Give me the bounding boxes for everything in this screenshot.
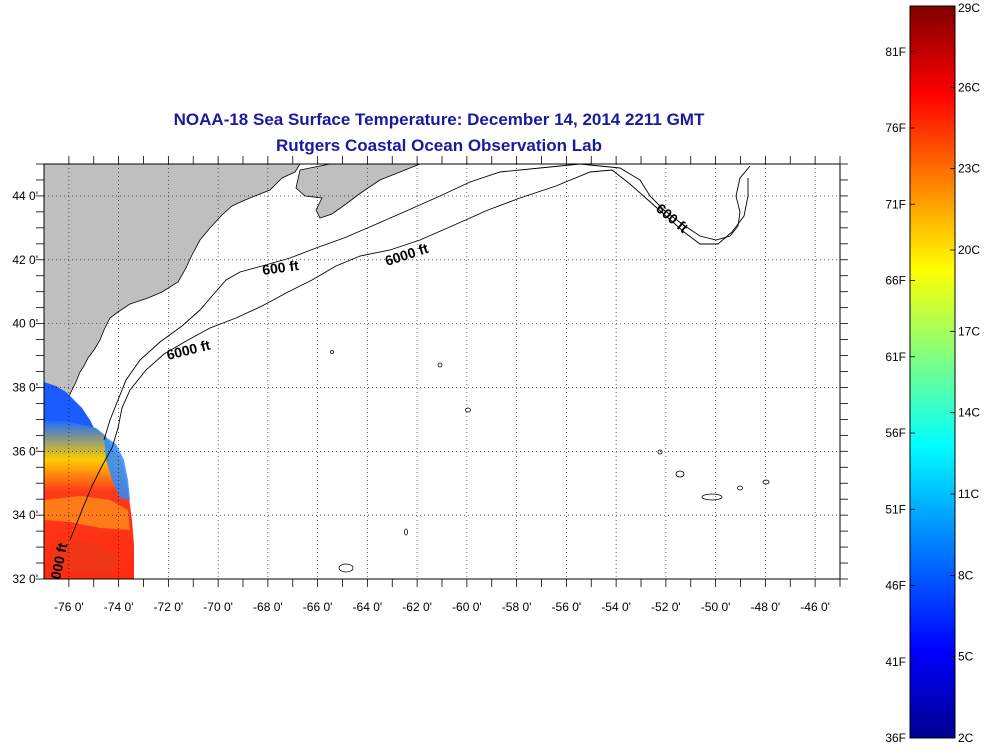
colorbar-celsius-label: 23C xyxy=(958,162,980,176)
lon-tick-label: -76 0' xyxy=(54,600,84,614)
lon-tick-label: -58 0' xyxy=(502,600,532,614)
land-nova-scotia xyxy=(295,164,421,219)
colorbar-celsius-label: 14C xyxy=(958,406,980,420)
lon-tick-label: -56 0' xyxy=(552,600,582,614)
colorbar-fahrenheit-label: 61F xyxy=(885,350,906,364)
lon-tick-label: -54 0' xyxy=(601,600,631,614)
colorbar-celsius-label: 20C xyxy=(958,243,980,257)
lon-tick-label: -72 0' xyxy=(154,600,184,614)
colorbar-ticks: 29C 26C 23C 20C 17C 14C 11C 8C 5C 2C 81F 76F 71F 66F 6… xyxy=(885,1,980,745)
colorbar-fahrenheit-label: 51F xyxy=(885,502,906,516)
lat-tick-label: 32 0' xyxy=(12,572,38,586)
lon-tick-label: -48 0' xyxy=(751,600,781,614)
map-grid xyxy=(44,164,840,579)
lon-tick-label: -60 0' xyxy=(452,600,482,614)
colorbar xyxy=(909,5,956,739)
lon-tick-label: -70 0' xyxy=(203,600,233,614)
colorbar-celsius-label: 8C xyxy=(958,568,974,582)
colorbar-fahrenheit-label: 36F xyxy=(885,731,906,745)
colorbar-celsius-label: 2C xyxy=(958,731,974,745)
colorbar-fahrenheit-label: 41F xyxy=(885,655,906,669)
colorbar-celsius-label: 17C xyxy=(958,324,980,338)
map-title: NOAA-18 Sea Surface Temperature: Decembe… xyxy=(173,110,705,129)
lon-tick-label: -64 0' xyxy=(353,600,383,614)
colorbar-fahrenheit-label: 81F xyxy=(885,45,906,59)
colorbar-fahrenheit-label: 66F xyxy=(885,274,906,288)
contour-label: 000 ft xyxy=(47,541,70,580)
lon-tick-label: -68 0' xyxy=(253,600,283,614)
lon-tick-label: -46 0' xyxy=(800,600,830,614)
map-subtitle: Rutgers Coastal Ocean Observation Lab xyxy=(276,136,602,155)
colorbar-fahrenheit-label: 71F xyxy=(885,197,906,211)
colorbar-fahrenheit-label: 56F xyxy=(885,426,906,440)
colorbar-celsius-label: 26C xyxy=(958,80,980,94)
colorbar-celsius-label: 11C xyxy=(958,487,979,501)
colorbar-celsius-label: 5C xyxy=(958,650,974,664)
lat-tick-label: 38 0' xyxy=(12,380,38,394)
contour-6000ft xyxy=(69,169,749,541)
lon-tick-label: -50 0' xyxy=(701,600,731,614)
colorbar-celsius-label: 29C xyxy=(958,1,980,15)
lat-tick-label: 42 0' xyxy=(12,253,38,267)
lon-tick-label: -62 0' xyxy=(402,600,432,614)
lat-tick-label: 34 0' xyxy=(12,508,38,522)
lon-tick-label: -66 0' xyxy=(303,600,333,614)
lon-tick-label: -74 0' xyxy=(104,600,134,614)
lat-tick-label: 40 0' xyxy=(12,317,38,331)
contour-label: 600 ft xyxy=(261,257,300,278)
lon-tick-label: -52 0' xyxy=(651,600,681,614)
axis-ticks: -76 0' -74 0' -72 0' -70 0' -68 0' -66 0' -64 … xyxy=(12,156,848,614)
colorbar-fahrenheit-label: 76F xyxy=(885,121,906,135)
lat-tick-label: 36 0' xyxy=(12,444,38,458)
lat-tick-label: 44 0' xyxy=(12,189,38,203)
colorbar-fahrenheit-label: 46F xyxy=(885,579,906,593)
